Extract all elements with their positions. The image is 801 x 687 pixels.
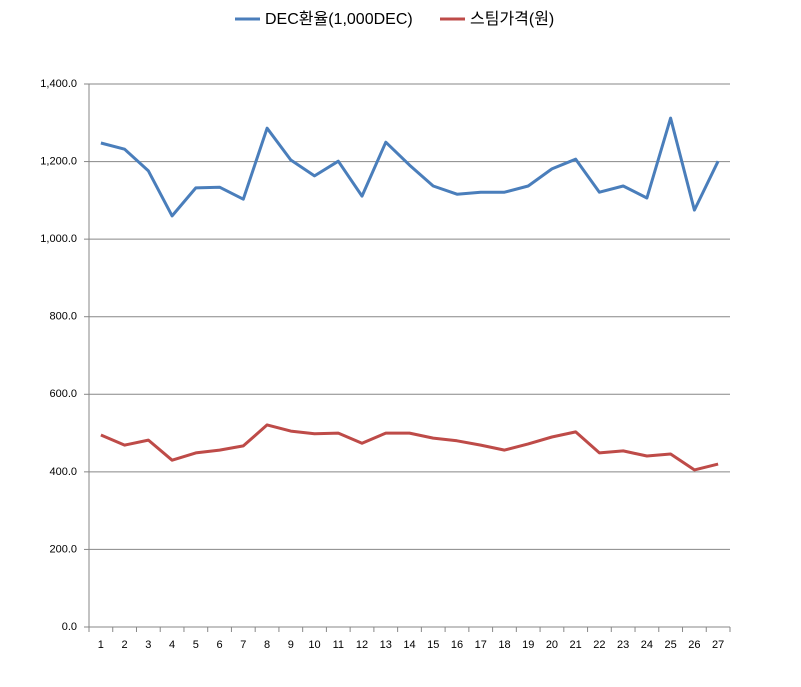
x-tick-label: 7 xyxy=(240,639,246,651)
x-tick-label: 22 xyxy=(593,639,605,651)
x-tick-label: 5 xyxy=(193,639,199,651)
y-tick-label: 1,000.0 xyxy=(40,233,77,245)
legend-text: 스팀가격(원) xyxy=(470,10,554,28)
x-tick-label: 10 xyxy=(308,639,320,651)
x-tick-label: 2 xyxy=(122,639,128,651)
x-tick-label: 18 xyxy=(498,639,510,651)
x-tick-label: 24 xyxy=(641,639,653,651)
y-tick-label: 0.0 xyxy=(62,621,77,633)
y-tick-label: 1,200.0 xyxy=(40,155,77,167)
x-tick-label: 26 xyxy=(688,639,700,651)
x-tick-label: 8 xyxy=(264,639,270,651)
y-tick-label: 400.0 xyxy=(49,466,77,478)
y-tick-label: 800.0 xyxy=(49,311,77,323)
y-tick-label: 1,400.0 xyxy=(40,78,77,90)
x-tick-label: 20 xyxy=(546,639,558,651)
x-tick-label: 16 xyxy=(451,639,463,651)
x-tick-label: 1 xyxy=(98,639,104,651)
x-tick-label: 4 xyxy=(169,639,175,651)
x-tick-label: 21 xyxy=(570,639,582,651)
x-tick-label: 13 xyxy=(380,639,392,651)
data-line xyxy=(100,423,719,472)
x-tick-label: 19 xyxy=(522,639,534,651)
data-line xyxy=(100,116,720,218)
x-tick-label: 12 xyxy=(356,639,368,651)
x-tick-label: 15 xyxy=(427,639,439,651)
x-tick-label: 27 xyxy=(712,639,724,651)
x-tick-label: 25 xyxy=(665,639,677,651)
y-tick-label: 200.0 xyxy=(49,543,77,555)
x-tick-label: 6 xyxy=(217,639,223,651)
x-tick-label: 9 xyxy=(288,639,294,651)
x-tick-label: 23 xyxy=(617,639,629,651)
x-tick-label: 14 xyxy=(403,639,415,651)
x-tick-label: 17 xyxy=(475,639,487,651)
x-tick-label: 3 xyxy=(145,639,151,651)
y-tick-label: 600.0 xyxy=(49,388,77,400)
x-tick-label: 11 xyxy=(333,639,344,651)
legend-text: DEC환율(1,000DEC) xyxy=(265,10,413,28)
